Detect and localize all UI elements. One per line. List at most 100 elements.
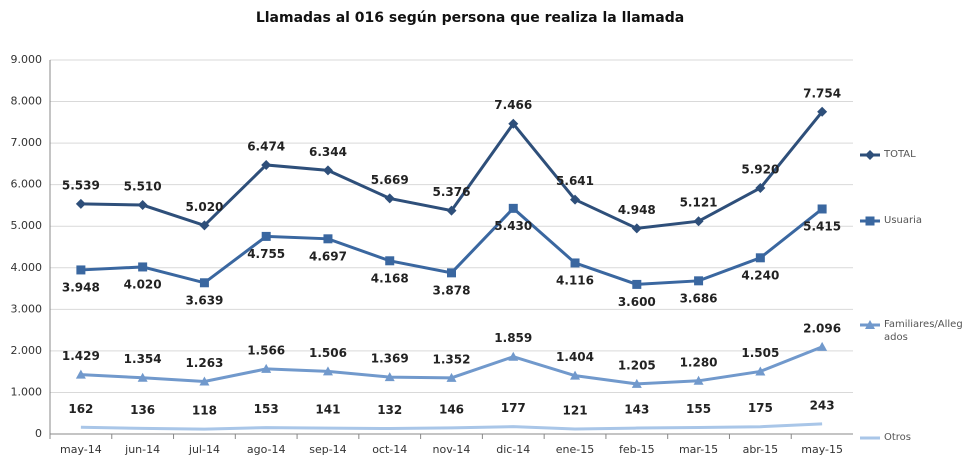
y-tick-label: 4.000	[11, 261, 43, 274]
x-tick-label: feb-15	[619, 443, 655, 456]
data-label: 5.020	[185, 200, 223, 214]
data-label: 141	[315, 403, 340, 417]
data-label: 1.505	[741, 346, 779, 360]
data-label: 2.096	[803, 321, 841, 335]
data-label: 1.205	[618, 358, 656, 372]
data-label: 3.948	[62, 280, 100, 294]
data-label: 5.376	[433, 185, 471, 199]
data-label: 4.116	[556, 273, 594, 287]
y-tick-label: 2.000	[11, 344, 43, 357]
legend-label: Familiares/Allegados	[884, 319, 963, 343]
marker	[755, 182, 766, 193]
marker	[76, 265, 86, 275]
marker	[570, 258, 580, 268]
marker	[817, 204, 827, 214]
marker	[446, 372, 457, 382]
marker	[693, 375, 704, 385]
marker	[199, 376, 210, 386]
data-label: 5.539	[62, 178, 100, 192]
data-label: 4.168	[371, 271, 409, 285]
data-label: 4.020	[124, 277, 162, 291]
data-label: 243	[810, 398, 835, 412]
data-label: 3.600	[618, 295, 656, 309]
marker	[693, 216, 704, 227]
legend-item: Familiares/Allegados	[884, 319, 963, 343]
data-label: 5.920	[741, 162, 779, 176]
data-label: 1.404	[556, 350, 594, 364]
marker	[865, 320, 875, 329]
data-label: 3.639	[185, 293, 223, 307]
y-tick-label: 9.000	[11, 53, 43, 66]
data-label: 4.697	[309, 249, 347, 263]
marker	[865, 150, 875, 160]
legend-item: Usuaria	[884, 215, 923, 226]
y-tick-label: 3.000	[11, 302, 43, 315]
data-label: 121	[563, 403, 588, 417]
x-tick-label: may-14	[60, 443, 102, 456]
marker	[446, 205, 457, 216]
y-tick-label: 7.000	[11, 136, 43, 149]
marker	[322, 366, 333, 376]
y-tick-label: 8.000	[11, 95, 43, 108]
marker	[137, 200, 148, 211]
data-label: 7.754	[803, 86, 841, 100]
marker	[322, 165, 333, 176]
data-label: 1.429	[62, 349, 100, 363]
data-label: 6.474	[247, 139, 285, 153]
data-label: 1.352	[433, 352, 471, 366]
data-label: 4.755	[247, 247, 285, 261]
marker	[261, 159, 272, 170]
marker	[817, 341, 828, 351]
x-tick-label: jun-14	[124, 443, 160, 456]
marker	[694, 276, 704, 286]
marker	[261, 231, 271, 241]
data-label: 3.686	[680, 291, 718, 305]
data-label: 5.641	[556, 174, 594, 188]
x-tick-label: oct-14	[372, 443, 407, 456]
data-label: 177	[501, 401, 526, 415]
marker	[631, 223, 642, 234]
legend-label: Usuaria	[884, 215, 923, 226]
marker	[137, 372, 148, 382]
data-label: 1.354	[124, 352, 162, 366]
data-label: 5.121	[680, 196, 718, 210]
marker	[261, 363, 272, 373]
data-label: 4.948	[618, 203, 656, 217]
legend-item: Otros	[884, 432, 911, 443]
data-label: 4.240	[741, 268, 779, 282]
marker	[447, 268, 456, 278]
data-label: 5.669	[371, 173, 409, 187]
marker	[323, 234, 333, 244]
data-label: 1.859	[494, 331, 532, 345]
data-label: 6.344	[309, 145, 347, 159]
data-label: 175	[748, 401, 773, 415]
marker	[138, 262, 148, 272]
data-label: 162	[68, 402, 93, 416]
marker	[817, 106, 828, 117]
data-label: 146	[439, 402, 464, 416]
marker	[570, 370, 581, 380]
x-tick-label: mar-15	[679, 443, 718, 456]
data-label: 143	[624, 403, 649, 417]
x-tick-label: sep-14	[309, 443, 346, 456]
marker	[384, 372, 395, 382]
x-tick-label: abr-15	[743, 443, 779, 456]
data-label: 5.415	[803, 219, 841, 233]
data-label: 118	[192, 404, 217, 418]
data-label: 1.506	[309, 346, 347, 360]
marker	[508, 118, 519, 129]
marker	[508, 351, 519, 361]
legend-label: TOTAL	[884, 149, 916, 160]
data-label: 1.566	[247, 343, 285, 357]
data-label: 132	[377, 403, 402, 417]
x-tick-label: dic-14	[496, 443, 530, 456]
marker	[75, 198, 86, 209]
marker	[570, 194, 581, 205]
marker	[199, 220, 210, 231]
chart-title: Llamadas al 016 según persona que realiz…	[256, 10, 684, 26]
marker	[631, 378, 642, 388]
marker	[865, 216, 875, 226]
marker	[508, 203, 518, 213]
marker	[384, 193, 395, 204]
